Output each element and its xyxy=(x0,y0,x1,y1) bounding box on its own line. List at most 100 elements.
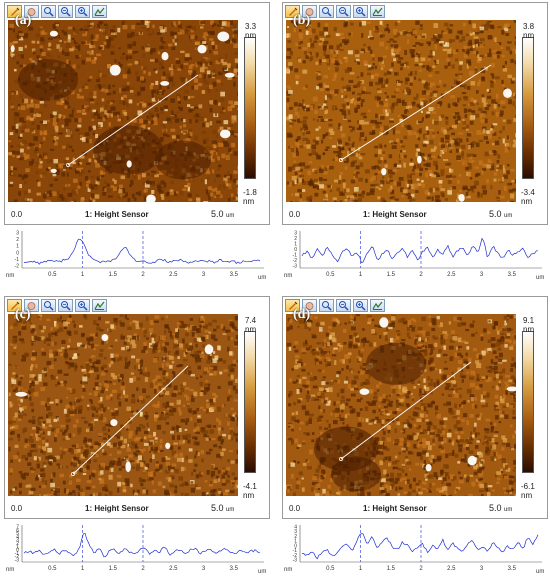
channel-label: 1: Height Sensor xyxy=(363,210,427,219)
zoom-region-button[interactable] xyxy=(336,5,351,18)
zoom-in-button[interactable] xyxy=(319,299,334,312)
zoom-region-button[interactable] xyxy=(336,299,351,312)
zoom-in-icon xyxy=(321,6,332,17)
profile-y-tick: 3 xyxy=(16,231,19,237)
profile-x-unit: um xyxy=(258,275,266,280)
profile-x-tick: 1 xyxy=(359,272,363,278)
profile-x-tick: 2 xyxy=(419,566,423,572)
axis-end-unit: um xyxy=(226,213,234,219)
profile-x-tick: 2.5 xyxy=(169,566,178,572)
profile-x-tick: 0.5 xyxy=(48,272,57,278)
profile-x-tick: 1 xyxy=(81,566,85,572)
profile-tool-button[interactable] xyxy=(92,299,107,312)
profile-x-tick: 0.5 xyxy=(326,272,335,278)
zoom-out-button[interactable] xyxy=(353,299,368,312)
zoom-out-button[interactable] xyxy=(75,5,90,18)
profile-line xyxy=(24,239,260,264)
profile-tool-icon xyxy=(372,6,383,17)
zoom-in-button[interactable] xyxy=(319,5,334,18)
profile-x-tick: 0.5 xyxy=(326,566,335,572)
profile-tool-icon xyxy=(94,6,105,17)
channel-label: 1: Height Sensor xyxy=(85,504,149,513)
axis-start-label: 0.0 xyxy=(289,210,300,219)
profile-x-tick: 2 xyxy=(419,272,423,278)
colorbar-min-label: -1.8 nm xyxy=(243,188,269,206)
profile-x-tick: 3 xyxy=(480,566,484,572)
profile-x-tick: 1 xyxy=(81,272,85,278)
panel-label: (b) xyxy=(293,13,310,29)
axis-end-value: 5.0 xyxy=(489,209,502,219)
profile-tool-button[interactable] xyxy=(92,5,107,18)
axis-end-label: 5.0 um xyxy=(489,503,512,513)
afm-height-image[interactable] xyxy=(8,20,238,202)
profile-y-tick: -1 xyxy=(15,257,20,263)
afm-height-image[interactable] xyxy=(8,314,238,496)
profile-y-tick: 0 xyxy=(16,250,19,256)
panel-label: (d) xyxy=(293,307,310,323)
zoom-out-icon xyxy=(355,6,366,17)
zoom-region-button[interactable] xyxy=(58,299,73,312)
axis-end-value: 5.0 xyxy=(211,503,224,513)
zoom-in-button[interactable] xyxy=(41,299,56,312)
profile-x-tick: 3 xyxy=(202,566,206,572)
profile-y-tick: -2 xyxy=(15,264,20,270)
zoom-region-icon xyxy=(60,300,71,311)
zoom-out-button[interactable] xyxy=(75,299,90,312)
axis-end-value: 5.0 xyxy=(489,503,502,513)
channel-label: 1: Height Sensor xyxy=(363,504,427,513)
colorbar-max-label: 3.8 nm xyxy=(523,22,547,40)
afm-height-image[interactable] xyxy=(286,314,516,496)
profile-x-unit: um xyxy=(536,569,544,574)
axis-end-value: 5.0 xyxy=(211,209,224,219)
profile-x-unit: um xyxy=(258,569,266,574)
zoom-in-icon xyxy=(43,6,54,17)
profile-y-tick: -3 xyxy=(293,264,298,270)
profile-x-tick: 3 xyxy=(202,272,206,278)
zoom-out-icon xyxy=(77,6,88,17)
colorbar-max-label: 7.4 nm xyxy=(245,316,269,334)
profile-y-unit: nm xyxy=(284,273,292,279)
profile-y-unit: nm xyxy=(284,567,292,573)
zoom-region-button[interactable] xyxy=(58,5,73,18)
axis-start-label: 0.0 xyxy=(289,504,300,513)
afm-image-window: (b) 3.8 nm -3.4 nm 0.0 1: Height Sensor 5.0 u… xyxy=(282,2,548,225)
profile-tool-button[interactable] xyxy=(370,299,385,312)
profile-line xyxy=(302,534,538,559)
profile-y-tick: -3 xyxy=(293,558,298,564)
profile-y-unit: nm xyxy=(6,273,14,279)
height-colorbar xyxy=(244,331,256,473)
height-colorbar xyxy=(244,37,256,179)
profile-x-tick: 0.5 xyxy=(48,566,57,572)
zoom-out-icon xyxy=(355,300,366,311)
zoom-out-button[interactable] xyxy=(353,5,368,18)
axis-end-unit: um xyxy=(504,213,512,219)
zoom-region-icon xyxy=(338,6,349,17)
colorbar-min-label: -6.1 nm xyxy=(521,482,547,500)
profile-line xyxy=(24,534,260,557)
profile-tool-icon xyxy=(94,300,105,311)
profile-line xyxy=(302,239,538,263)
profile-y-tick: 2 xyxy=(16,237,19,243)
zoom-region-icon xyxy=(338,300,349,311)
profile-x-tick: 1 xyxy=(359,566,363,572)
axis-start-label: 0.0 xyxy=(11,210,22,219)
colorbar-max-label: 9.1 nm xyxy=(523,316,547,334)
afm-height-image[interactable] xyxy=(286,20,516,202)
profile-x-tick: 2.5 xyxy=(169,272,178,278)
axis-end-label: 5.0 um xyxy=(489,209,512,219)
axis-end-unit: um xyxy=(504,507,512,513)
profile-x-tick: 1.5 xyxy=(387,272,396,278)
colorbar-min-label: -4.1 nm xyxy=(243,482,269,500)
colorbar-min-label: -3.4 nm xyxy=(521,188,547,206)
axis-end-label: 5.0 um xyxy=(211,209,234,219)
profile-tool-button[interactable] xyxy=(370,5,385,18)
profile-x-tick: 3 xyxy=(480,272,484,278)
profile-x-tick: 2.5 xyxy=(447,566,456,572)
zoom-in-button[interactable] xyxy=(41,5,56,18)
height-colorbar xyxy=(522,331,534,473)
